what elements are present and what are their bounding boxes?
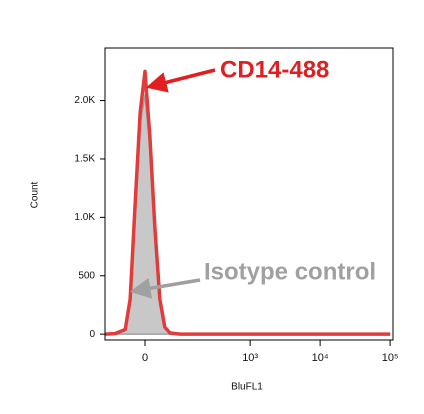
annotation-label: Isotype control [204, 258, 376, 285]
x-axis-label: BluFL1 [231, 382, 263, 393]
y-tick-label: 0 [89, 329, 95, 340]
x-tick-label: 10³ [242, 352, 258, 364]
x-tick-label: 0 [142, 352, 148, 364]
annotation-label: CD14-488 [220, 56, 329, 83]
y-tick-label: 2.0K [74, 95, 95, 106]
histogram-line [104, 69, 391, 336]
annotation-arrow [145, 68, 216, 93]
annotation-arrow [129, 277, 201, 299]
x-tick-label: 10⁵ [382, 352, 399, 364]
y-tick-label: 500 [78, 270, 95, 281]
x-tick-label: 10⁴ [312, 352, 329, 364]
y-axis-label: Count [30, 181, 41, 208]
y-tick-label: 1.0K [74, 212, 95, 223]
plot-frame [104, 47, 394, 341]
y-tick-label: 1.5K [74, 154, 95, 165]
